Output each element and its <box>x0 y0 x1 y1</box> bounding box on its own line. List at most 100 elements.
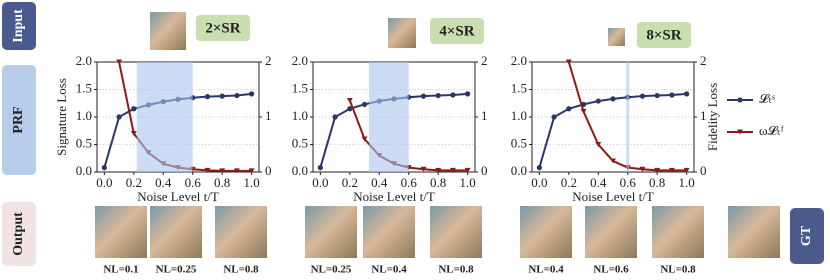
legend-marker <box>737 129 743 135</box>
output-image <box>95 206 147 258</box>
x-tick-label: 0.0 <box>312 175 328 190</box>
point <box>536 165 542 171</box>
highlight <box>136 62 193 172</box>
point <box>565 59 572 65</box>
x-tick-label: 1.0 <box>679 175 695 190</box>
point <box>465 91 471 97</box>
point <box>610 96 616 102</box>
y-tick-label: 1.5 <box>76 80 92 95</box>
input-box <box>2 2 36 50</box>
point <box>566 106 572 112</box>
point <box>219 93 225 99</box>
x-tick-label: 1.0 <box>244 175 260 190</box>
point <box>317 165 323 171</box>
y-tick-label: 0.0 <box>511 163 527 178</box>
x-tick-label: 0.6 <box>185 175 202 190</box>
point <box>435 92 441 99</box>
scale-box <box>196 15 250 41</box>
y2-tick-label: 2 <box>700 53 707 68</box>
y-tick-label: 1.0 <box>511 108 527 123</box>
prf-label: PRF <box>11 106 26 133</box>
x-tick-label: 0.8 <box>214 175 230 190</box>
y-tick-label: 1.0 <box>76 108 92 123</box>
x-tick-label: 0.2 <box>561 175 577 190</box>
x-tick-label: 0.2 <box>342 175 358 190</box>
point <box>130 131 137 136</box>
x-tick-label: 0.0 <box>531 175 547 190</box>
point <box>639 166 646 172</box>
point <box>669 92 675 98</box>
output-image <box>150 206 202 258</box>
output-label: NL=0.8 <box>438 264 474 276</box>
y2-tick-label: 1 <box>700 108 707 123</box>
output-image <box>520 206 572 258</box>
point <box>435 167 442 173</box>
point <box>683 167 690 173</box>
point <box>249 91 255 97</box>
point <box>131 106 137 112</box>
point <box>420 93 427 99</box>
output-image <box>430 206 482 258</box>
y-tick-label: 2.0 <box>292 53 308 68</box>
x-axis-label: Noise Level t/T <box>137 189 219 204</box>
point <box>580 109 587 114</box>
y-tick-label: 1.5 <box>511 80 527 95</box>
input-label: Input <box>11 9 26 43</box>
y2-tick-label: 1 <box>265 108 272 123</box>
scale-label: 2×SR <box>205 20 240 36</box>
highlight <box>368 62 409 172</box>
point <box>595 98 601 104</box>
legend-label: ω𝓛ₜᶠ <box>759 123 784 138</box>
input-image <box>608 28 625 46</box>
input-image <box>388 18 416 48</box>
point <box>347 106 353 112</box>
point <box>684 91 690 97</box>
plot-frame <box>531 61 695 173</box>
x-tick-label: 0.8 <box>430 175 446 190</box>
point <box>116 59 123 65</box>
gt-image <box>728 206 780 258</box>
x-tick-label: 0.8 <box>649 175 665 190</box>
output-label: NL=0.6 <box>593 264 629 276</box>
x-tick-label: 1.0 <box>460 175 476 190</box>
output-label: NL=0.25 <box>156 264 197 276</box>
x-axis-label: Noise Level t/T <box>572 189 654 204</box>
output-image <box>363 206 415 258</box>
x-tick-label: 0.0 <box>96 175 112 190</box>
point <box>204 167 211 173</box>
point <box>233 168 240 174</box>
point <box>450 92 456 98</box>
output-label: Output <box>11 212 26 256</box>
gt-label: GT <box>799 225 814 246</box>
y-tick-label: 2.0 <box>76 53 92 68</box>
output-image <box>585 206 637 258</box>
y2-tick-label: 0 <box>700 163 707 178</box>
point <box>361 101 368 107</box>
x-tick-label: 0.4 <box>590 175 607 190</box>
x-tick-label: 0.4 <box>371 175 388 190</box>
input-image <box>150 12 186 50</box>
point <box>551 114 557 120</box>
scale-box <box>430 18 484 44</box>
point <box>204 94 211 100</box>
series-line <box>538 92 687 168</box>
point <box>639 93 646 99</box>
point <box>420 166 427 172</box>
legend-marker <box>737 97 743 103</box>
output-label: NL=0.4 <box>528 264 564 276</box>
y-axis-label: Signature Loss <box>54 78 69 156</box>
y2-tick-label: 0 <box>481 163 488 178</box>
y-tick-label: 0.5 <box>292 135 308 150</box>
prf-box <box>2 65 36 175</box>
point <box>332 114 338 120</box>
output-label: NL=0.8 <box>223 264 259 276</box>
output-box <box>2 202 36 266</box>
highlight <box>626 62 630 172</box>
y2-tick-label: 0 <box>265 163 272 178</box>
scale-label: 4×SR <box>439 23 474 39</box>
y2-tick-label: 1 <box>481 108 488 123</box>
point <box>610 158 616 164</box>
point <box>464 167 471 173</box>
x-tick-label: 0.4 <box>155 175 172 190</box>
